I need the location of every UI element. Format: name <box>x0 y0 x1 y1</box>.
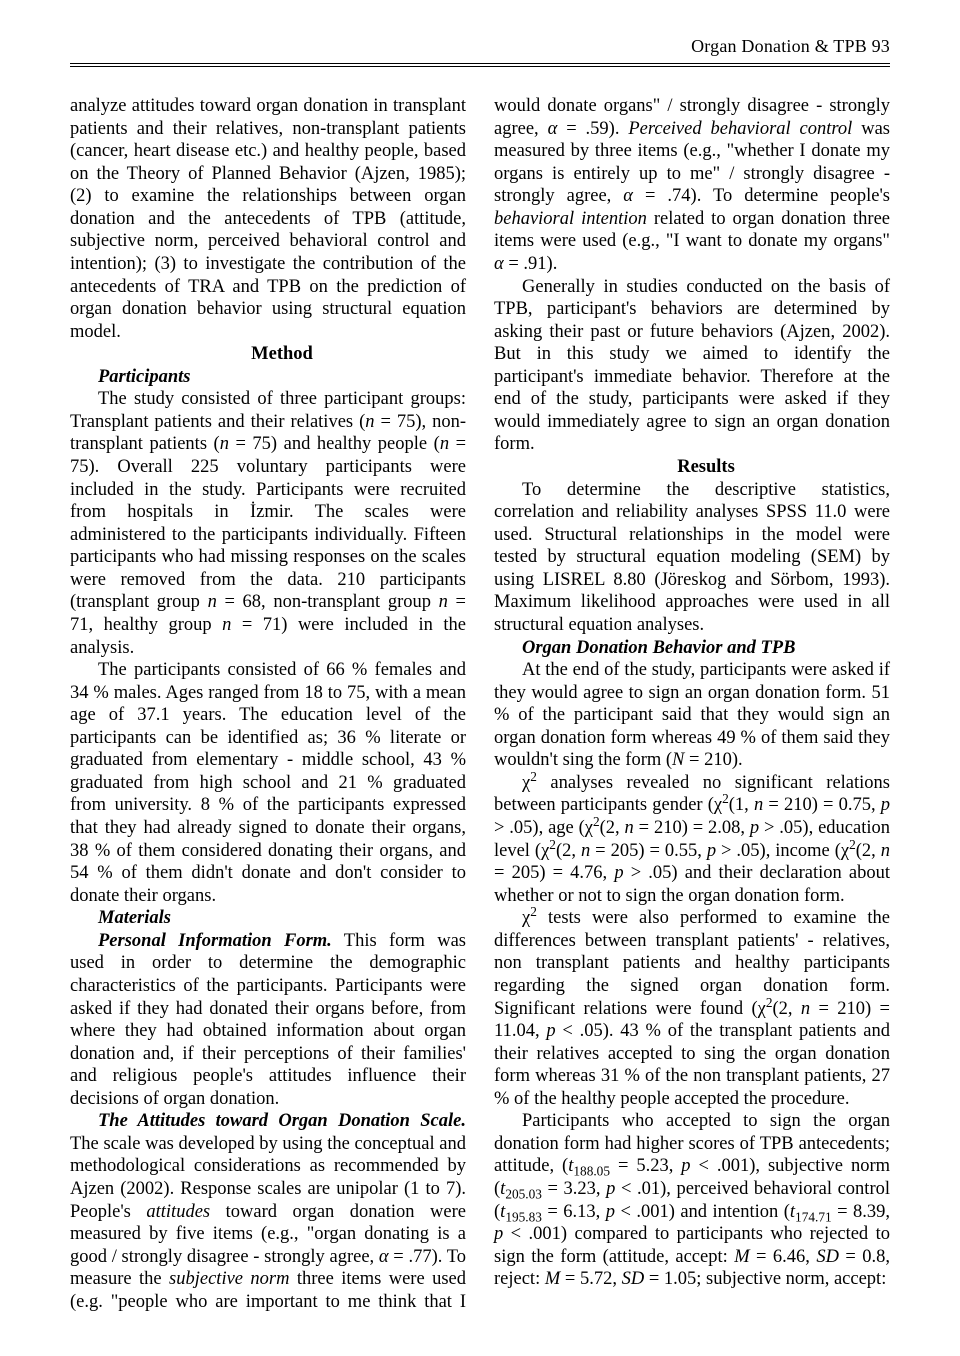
header-rule-thick <box>70 63 890 64</box>
running-head-text: Organ Donation & TPB 93 <box>691 36 890 57</box>
para-intro: analyze attitudes toward organ donation … <box>70 95 466 343</box>
para-participants-1: The study consisted of three participant… <box>70 388 466 659</box>
subhead-odb: Organ Donation Behavior and TPB <box>494 637 890 660</box>
section-results: Results <box>494 456 890 479</box>
page: Organ Donation & TPB 93 analyze attitude… <box>0 0 960 1356</box>
para-participants-2: The participants consisted of 66 % femal… <box>70 659 466 907</box>
para-results-1: To determine the descriptive statistics,… <box>494 479 890 637</box>
section-method: Method <box>70 343 466 366</box>
para-odb-1: At the end of the study, participants we… <box>494 659 890 772</box>
para-odb-ttests: Participants who accepted to sign the or… <box>494 1110 890 1291</box>
body-columns: analyze attitudes toward organ donation … <box>70 95 890 1313</box>
para-odb-chi-2: χ2 tests were also performed to examine … <box>494 907 890 1110</box>
header-rule-thin <box>70 66 890 67</box>
para-tpb-note: Generally in studies conducted on the ba… <box>494 276 890 457</box>
subhead-materials: Materials <box>70 907 466 930</box>
para-odb-chi-1: χ2 analyses revealed no significant rela… <box>494 772 890 907</box>
running-head: Organ Donation & TPB 93 <box>70 36 890 61</box>
subhead-participants: Participants <box>70 366 466 389</box>
para-materials-1: Personal Information Form. This form was… <box>70 930 466 1111</box>
